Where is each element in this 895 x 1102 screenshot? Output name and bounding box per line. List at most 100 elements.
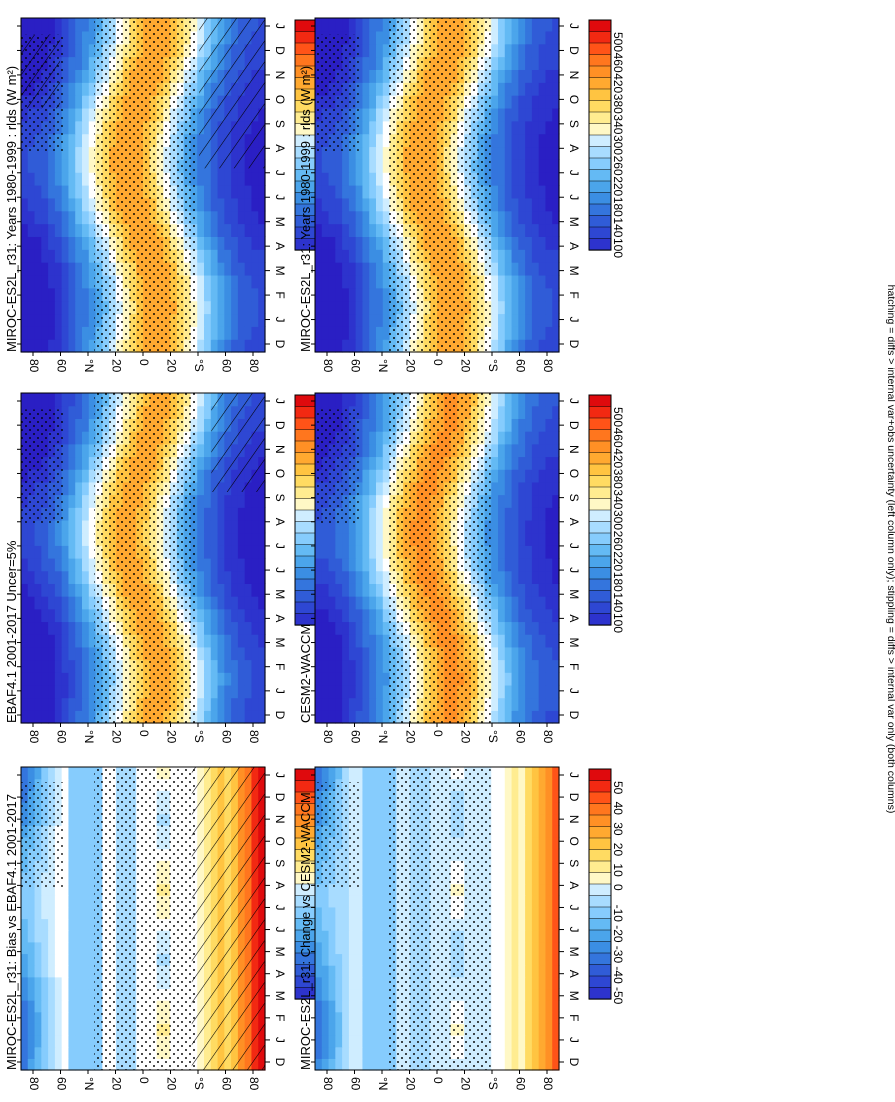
heatmap-cell — [538, 339, 547, 353]
heatmap-cell — [75, 801, 83, 815]
heatmap-cell — [217, 326, 225, 340]
heatmap-cell — [54, 223, 63, 237]
heatmap-cell — [342, 300, 350, 315]
heatmap-cell — [315, 339, 323, 353]
heatmap-cell — [54, 197, 63, 212]
heatmap-cell — [355, 18, 364, 32]
heatmap-cell — [328, 684, 336, 699]
heatmap-cell — [82, 249, 90, 263]
heatmap-cell — [82, 1011, 90, 1024]
heatmap-cell — [328, 558, 336, 572]
heatmap-cell — [348, 545, 357, 559]
heatmap-cell — [244, 596, 253, 610]
heatmap-cell — [491, 300, 499, 315]
lat-label: 60 — [219, 730, 233, 744]
heatmap-cell — [498, 326, 506, 340]
heatmap-cell — [531, 545, 540, 559]
heatmap-cell — [34, 883, 42, 896]
heatmap-cell — [382, 274, 391, 289]
heatmap-cell — [525, 274, 533, 289]
heatmap-cell — [61, 262, 70, 276]
heatmap-cell — [538, 494, 547, 508]
heatmap-cell — [382, 339, 391, 353]
heatmap-cell — [511, 249, 519, 263]
heatmap-cell — [48, 710, 56, 724]
heatmap-cell — [231, 634, 239, 648]
heatmap-cell — [61, 672, 70, 686]
heatmap-cell — [491, 646, 499, 661]
heatmap-cell — [545, 634, 553, 648]
heatmap-cell — [54, 532, 63, 546]
heatmap-cell — [525, 262, 533, 276]
heatmap-cell — [552, 596, 560, 610]
heatmap-cell — [362, 507, 370, 521]
heatmap-cell — [355, 558, 364, 572]
lat-label: 20 — [164, 730, 178, 744]
heatmap-cell — [335, 634, 343, 648]
heatmap-cell — [210, 197, 219, 212]
heatmap-cell — [498, 545, 506, 559]
heatmap-cell — [525, 646, 533, 661]
heatmap-cell — [34, 1011, 42, 1024]
heatmap-cell — [34, 646, 42, 661]
heatmap-cell — [531, 185, 540, 199]
heatmap-cell — [376, 418, 384, 432]
heatmap-cell — [369, 185, 377, 199]
heatmap-cell — [511, 274, 519, 289]
heatmap-cell — [538, 697, 547, 711]
heatmap-cell — [491, 507, 499, 521]
lat-label: 60 — [513, 359, 527, 373]
heatmap-cell — [41, 659, 49, 673]
heatmap-cell — [491, 249, 499, 263]
heatmap-cell — [210, 287, 219, 302]
heatmap-cell — [552, 262, 560, 276]
heatmap-cell — [48, 172, 56, 186]
heatmap-cell — [237, 621, 246, 635]
heatmap-cell — [369, 197, 377, 212]
heatmap-cell — [88, 300, 97, 315]
heatmap-cell — [82, 236, 90, 250]
heatmap-cell — [511, 596, 519, 610]
heatmap-cell — [342, 313, 350, 327]
heatmap-cell — [82, 418, 90, 432]
heatmap-cell — [75, 18, 83, 32]
heatmap-cell — [335, 274, 343, 289]
heatmap-cell — [552, 43, 560, 58]
heatmap-cell — [552, 82, 560, 96]
heatmap-cell — [511, 672, 519, 686]
heatmap-cell — [27, 1035, 36, 1048]
heatmap-cell — [504, 659, 513, 673]
heatmap-cell — [224, 236, 232, 250]
heatmap-cell — [48, 262, 56, 276]
heatmap-cell — [61, 82, 70, 96]
heatmap-cell — [348, 558, 357, 572]
heatmap-cell — [231, 583, 239, 597]
heatmap-cell — [362, 456, 370, 470]
heatmap-cell — [88, 146, 97, 160]
heatmap-cell — [41, 1000, 49, 1013]
heatmap-cell — [491, 583, 499, 597]
heatmap-cell — [61, 236, 70, 250]
heatmap-cell — [498, 481, 506, 496]
heatmap-cell — [224, 532, 232, 546]
heatmap-cell — [504, 95, 513, 109]
heatmap-cell — [88, 634, 97, 648]
heatmap-cell — [54, 767, 63, 780]
heatmap-cell — [504, 583, 513, 597]
heatmap-cell — [224, 223, 232, 237]
heatmap-cell — [498, 185, 506, 199]
colorbar-label: 340 — [611, 114, 625, 134]
heatmap-cell — [504, 18, 513, 32]
heatmap-cell — [88, 339, 97, 353]
heatmap-cell — [82, 69, 90, 83]
heatmap-cell — [68, 69, 76, 83]
heatmap-cell — [362, 262, 370, 276]
heatmap-cell — [525, 558, 533, 572]
month-label: J — [273, 543, 287, 549]
colorbar-label: 460 — [611, 53, 625, 73]
heatmap-cell — [82, 146, 90, 160]
heatmap-cell — [538, 197, 547, 212]
heatmap-cell — [75, 43, 83, 58]
heatmap-cell — [54, 1046, 63, 1059]
heatmap-cell — [531, 30, 540, 45]
